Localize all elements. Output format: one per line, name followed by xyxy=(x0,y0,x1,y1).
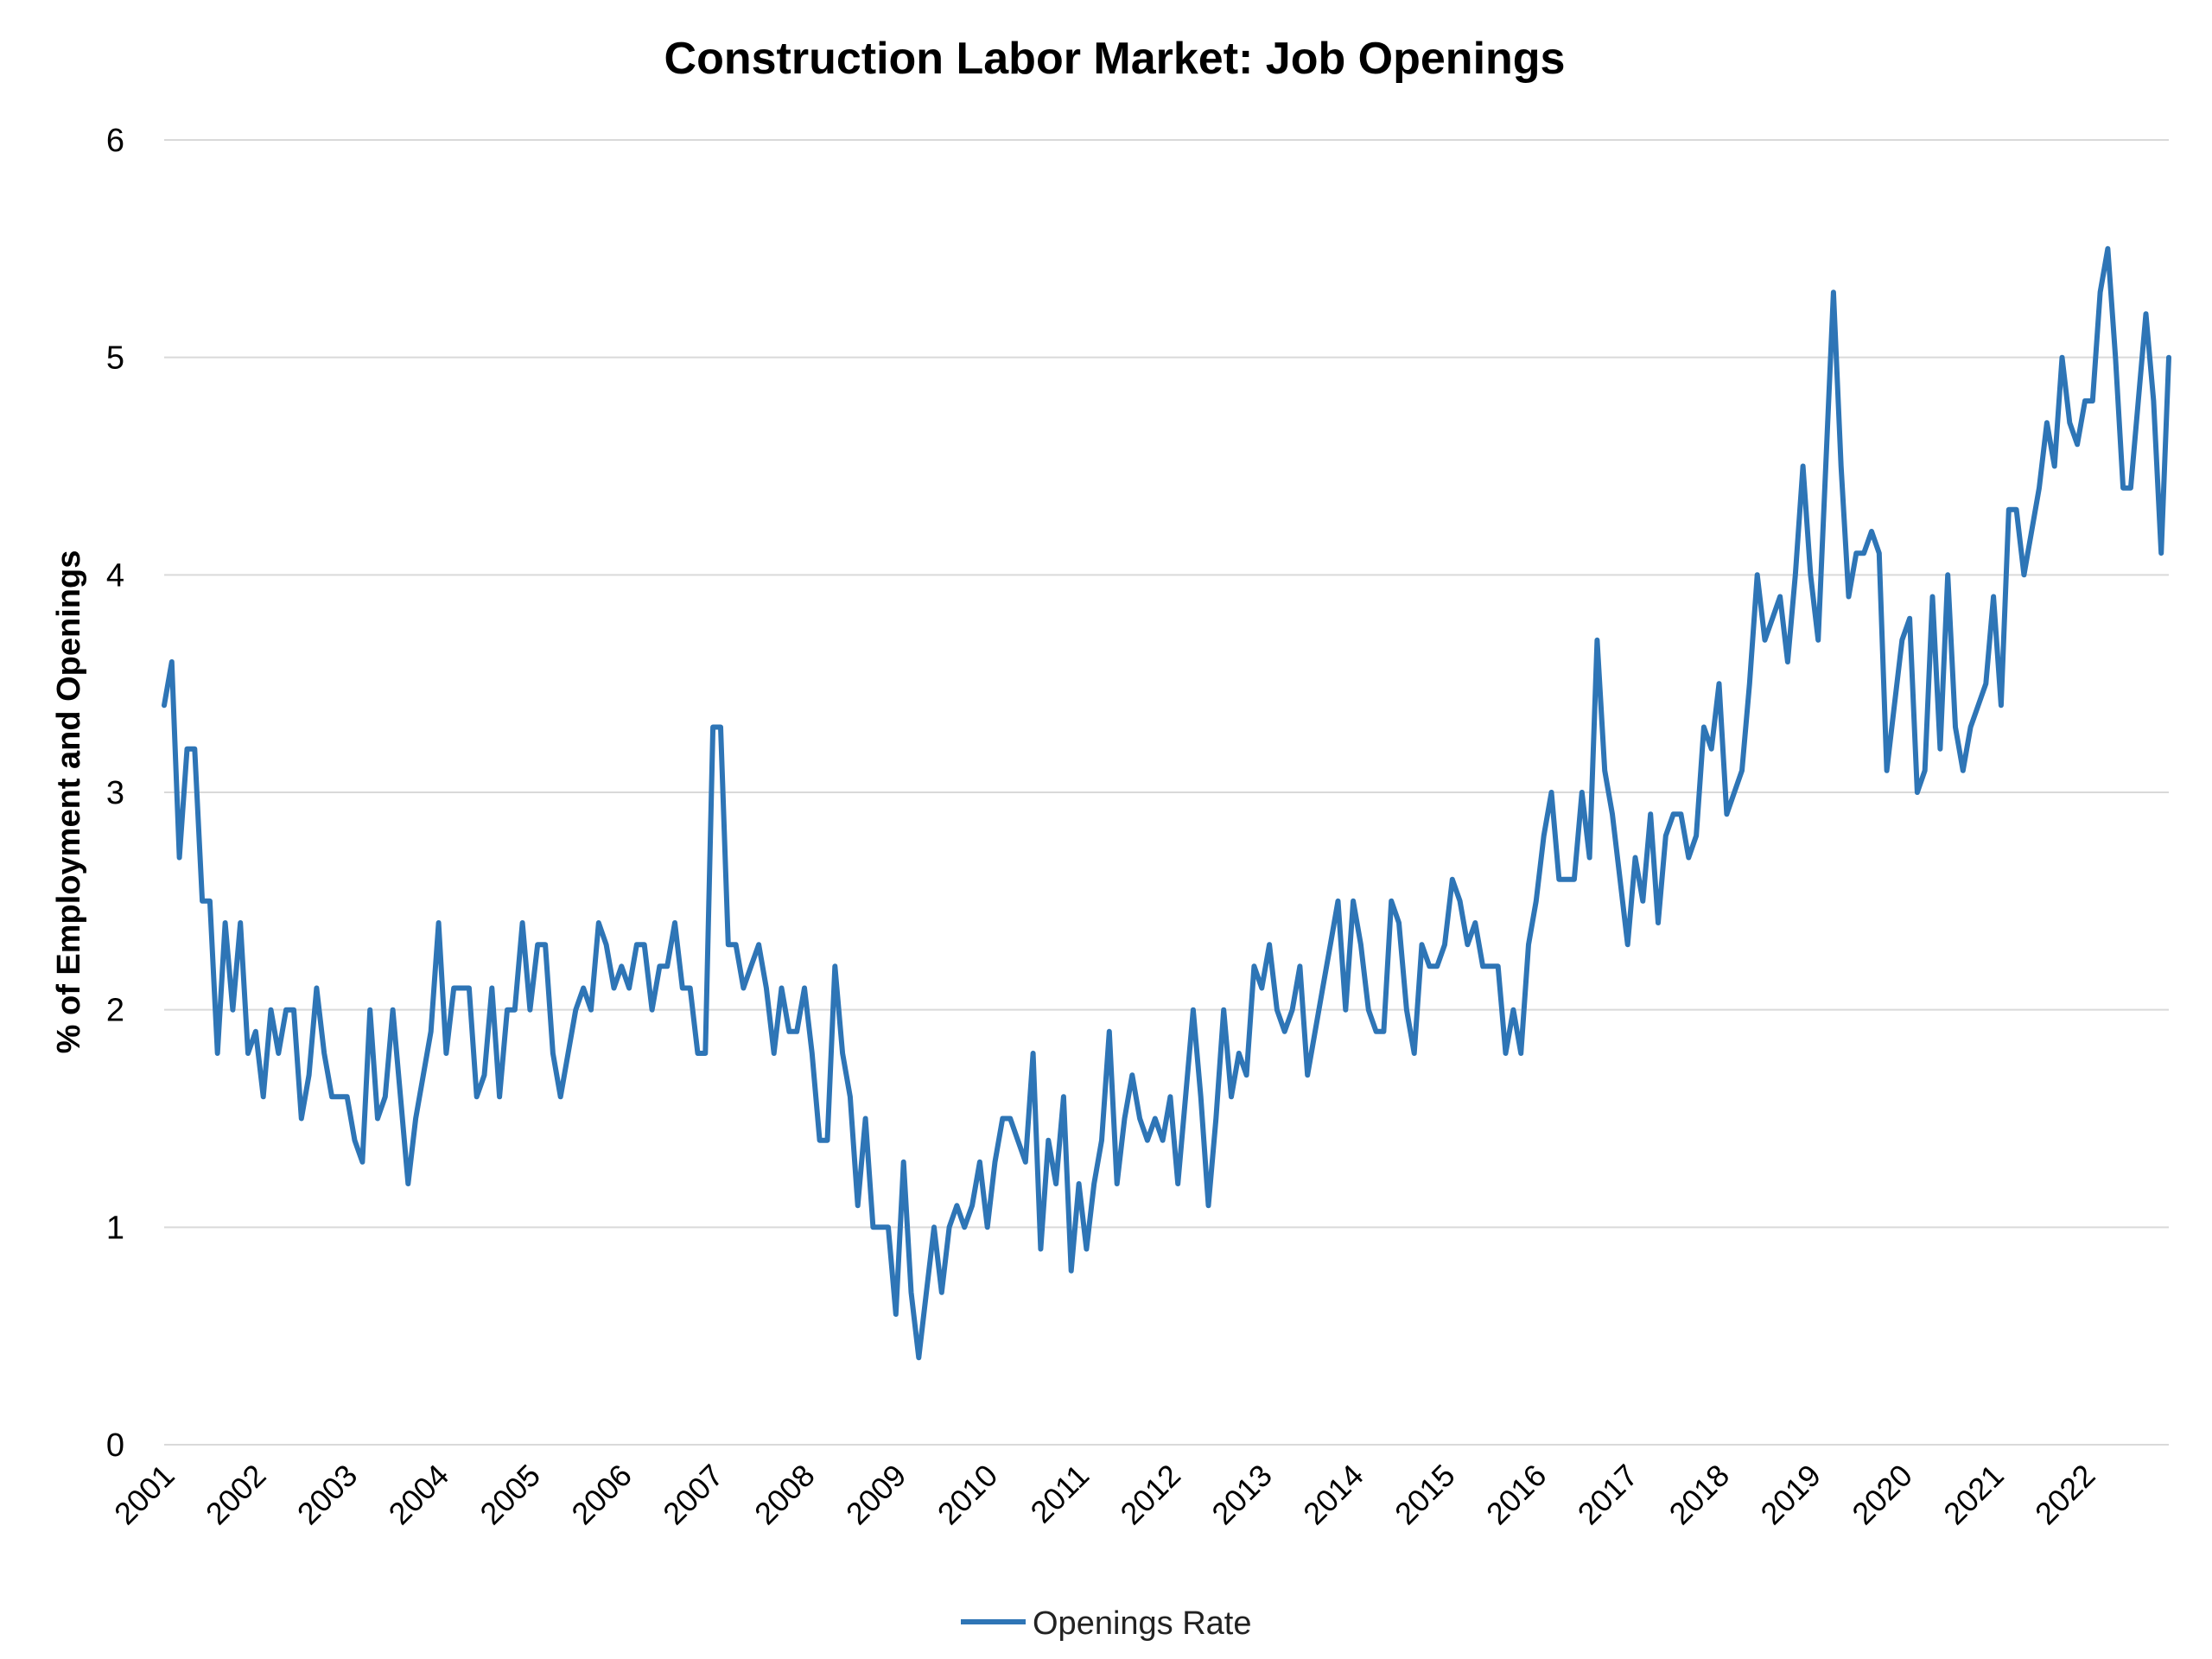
x-tick-label: 2008 xyxy=(747,1458,822,1532)
x-tick-label: 2004 xyxy=(382,1458,456,1532)
x-tick-label: 2012 xyxy=(1113,1458,1187,1532)
y-axis-label: % of Employment and Openings xyxy=(51,550,87,1054)
y-tick-label: 6 xyxy=(106,123,124,159)
legend-label-openings-rate: Openings Rate xyxy=(1033,1605,1252,1642)
y-tick-label: 0 xyxy=(106,1427,124,1464)
legend: Openings Rate xyxy=(961,1605,1252,1642)
x-tick-label: 2014 xyxy=(1296,1458,1370,1532)
x-axis-ticks: 2001 2002 2003 2004 2005 2006 2007 2008 2009 2010… xyxy=(107,1458,2102,1532)
x-tick-label: 2017 xyxy=(1571,1458,1645,1532)
y-tick-label: 4 xyxy=(106,557,124,594)
y-axis-ticks: 0 1 2 3 4 5 6 xyxy=(106,123,124,1464)
series-layer xyxy=(162,245,2171,1361)
x-tick-label: 2022 xyxy=(2028,1458,2102,1532)
x-tick-label: 2001 xyxy=(107,1458,181,1532)
chart-title: Construction Labor Market: Job Openings xyxy=(664,34,1566,84)
y-tick-label: 3 xyxy=(106,775,124,811)
x-tick-label: 2010 xyxy=(931,1458,1005,1532)
gridlines xyxy=(164,139,2169,1446)
x-tick-label: 2020 xyxy=(1845,1458,1919,1532)
x-tick-label: 2021 xyxy=(1936,1458,2011,1532)
x-tick-label: 2005 xyxy=(473,1458,547,1532)
y-tick-label: 1 xyxy=(106,1210,124,1246)
y-tick-label: 2 xyxy=(106,993,124,1029)
x-tick-label: 2007 xyxy=(656,1458,730,1532)
x-tick-label: 2009 xyxy=(839,1458,913,1532)
x-tick-label: 2003 xyxy=(290,1458,365,1532)
x-tick-label: 2018 xyxy=(1662,1458,1737,1532)
x-tick-label: 2011 xyxy=(1023,1458,1096,1530)
x-tick-label: 2015 xyxy=(1388,1458,1462,1532)
x-tick-label: 2019 xyxy=(1753,1458,1827,1532)
series-line-openings-rate xyxy=(162,245,2171,1361)
x-tick-label: 2016 xyxy=(1479,1458,1554,1532)
x-tick-label: 2002 xyxy=(199,1458,273,1532)
y-tick-label: 5 xyxy=(106,340,124,377)
x-tick-label: 2006 xyxy=(564,1458,639,1532)
x-tick-label: 2013 xyxy=(1205,1458,1279,1532)
